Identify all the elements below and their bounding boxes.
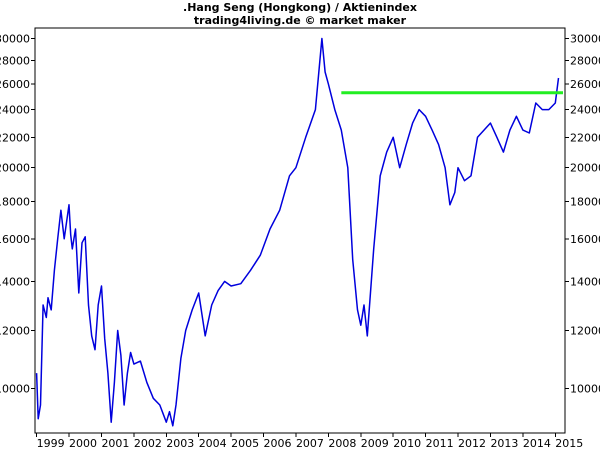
- x-tick-label: 2000: [69, 437, 97, 450]
- y-tick-label-right: 12000: [570, 325, 600, 338]
- y-tick-label-right: 26000: [570, 78, 600, 91]
- y-tick-label-right: 20000: [570, 162, 600, 175]
- y-tick-label-left: 20000: [0, 162, 30, 175]
- x-tick-label: 2001: [101, 437, 129, 450]
- y-tick-label-left: 24000: [0, 104, 30, 117]
- price-series-line: [35, 37, 560, 427]
- x-tick-label: 2002: [134, 437, 162, 450]
- y-tick-label-left: 16000: [0, 233, 30, 246]
- y-tick-label-right: 28000: [570, 54, 600, 67]
- x-tick-label: 2011: [426, 437, 454, 450]
- x-tick-label: 2006: [264, 437, 292, 450]
- y-tick-label-left: 30000: [0, 32, 30, 45]
- x-tick-label: 1999: [37, 437, 65, 450]
- y-tick-label-right: 18000: [570, 195, 600, 208]
- y-tick-label-right: 22000: [570, 131, 600, 144]
- chart-subtitle: trading4living.de © market maker: [194, 14, 407, 27]
- y-axis-right-ticks: 10000 12000 14000 16000 18000 20000 22000 24000…: [565, 32, 600, 396]
- y-tick-label-right: 16000: [570, 233, 600, 246]
- y-tick-label-left: 28000: [0, 54, 30, 67]
- y-tick-label-right: 14000: [570, 275, 600, 288]
- y-tick-label-right: 30000: [570, 32, 600, 45]
- x-tick-label: 2009: [361, 437, 389, 450]
- x-tick-label: 2014: [523, 437, 551, 450]
- x-tick-label: 2015: [555, 437, 583, 450]
- y-tick-label-right: 10000: [570, 383, 600, 396]
- x-tick-label: 2013: [490, 437, 518, 450]
- y-tick-label-right: 24000: [570, 104, 600, 117]
- x-tick-label: 2005: [231, 437, 259, 450]
- x-axis-ticks: 1999 2000 2001 2002 2003 2004 2005 2006 2007 2008…: [36, 433, 583, 450]
- y-tick-label-left: 14000: [0, 275, 30, 288]
- y-tick-label-left: 12000: [0, 325, 30, 338]
- x-tick-label: 2012: [458, 437, 486, 450]
- x-tick-label: 2008: [328, 437, 356, 450]
- x-tick-label: 2010: [393, 437, 421, 450]
- plot-frame: [34, 27, 566, 434]
- y-tick-label-left: 18000: [0, 195, 30, 208]
- y-tick-label-left: 26000: [0, 78, 30, 91]
- x-tick-label: 2003: [166, 437, 194, 450]
- y-axis-left-ticks: 10000 12000 14000 16000 18000 20000 22000 24000…: [0, 32, 35, 396]
- axes: [34, 27, 566, 434]
- chart-title: .Hang Seng (Hongkong) / Aktienindex: [183, 1, 417, 14]
- series-layer: [35, 37, 560, 427]
- y-tick-label-left: 10000: [0, 383, 30, 396]
- y-tick-label-left: 22000: [0, 131, 30, 144]
- x-tick-label: 2007: [296, 437, 324, 450]
- x-tick-label: 2004: [199, 437, 227, 450]
